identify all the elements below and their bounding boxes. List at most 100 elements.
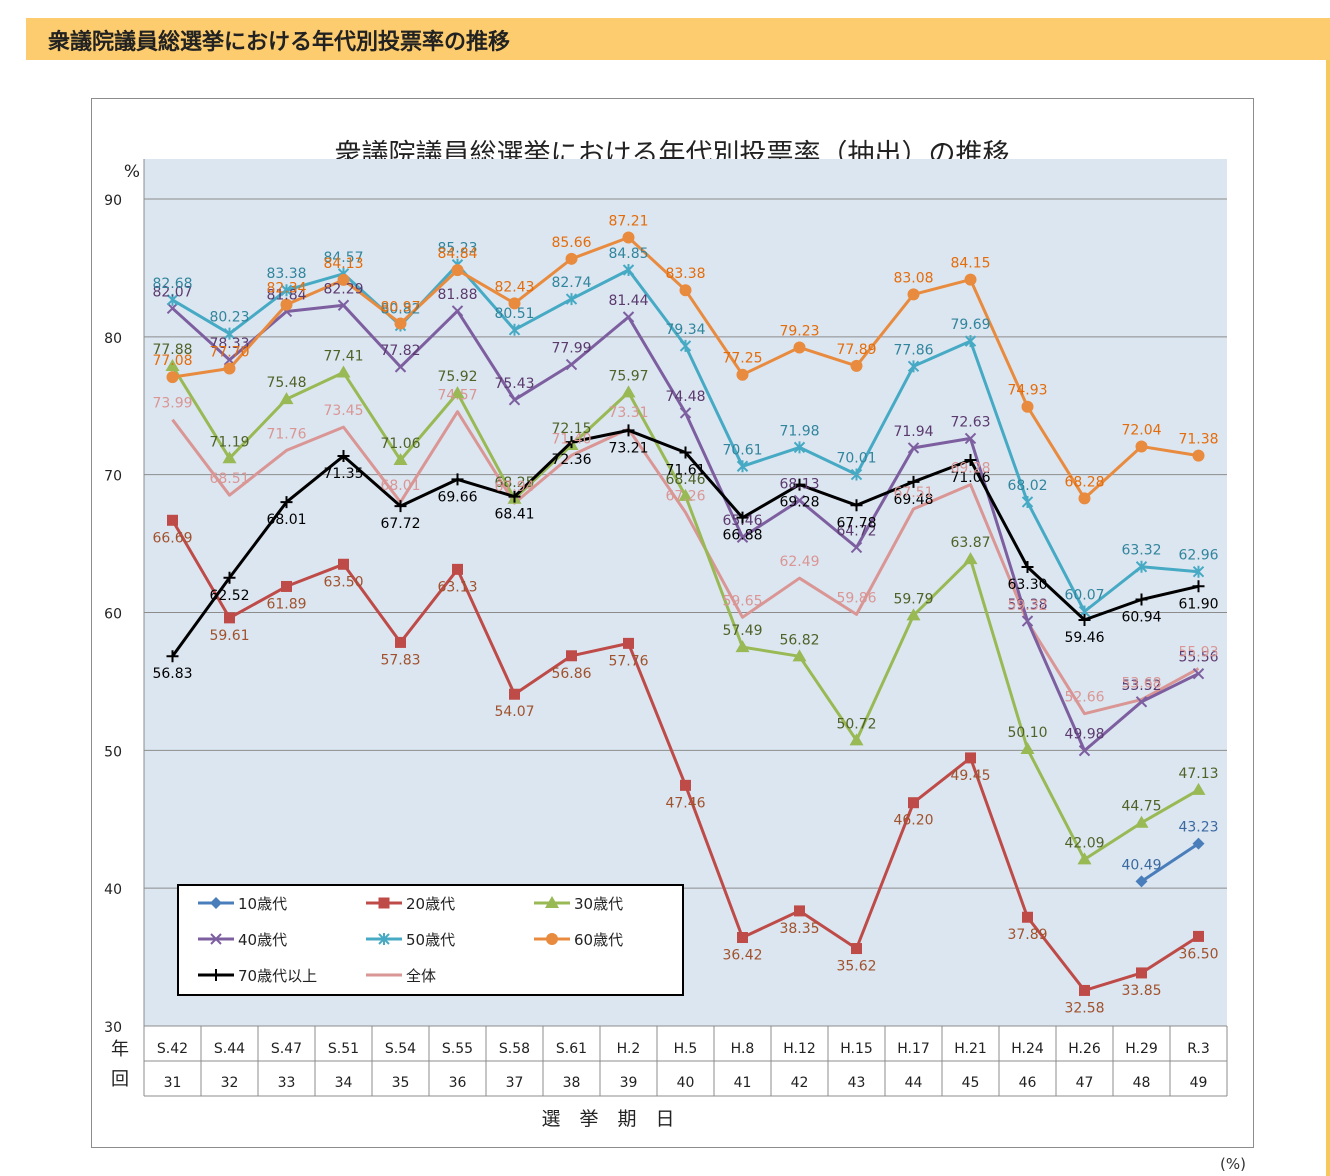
data-label: 32.58 [1064,1000,1104,1016]
data-label: 36.50 [1178,946,1218,962]
data-label: 68.01 [380,478,420,494]
data-label: 46.20 [893,813,933,829]
data-point-marker [1021,561,1034,574]
data-label: 77.86 [893,342,933,358]
data-point-marker [546,933,558,945]
session-label: 46 [1019,1075,1037,1091]
data-point-marker [1021,400,1034,413]
data-point-marker [452,563,463,575]
data-point-marker [565,436,578,449]
data-label: 81.84 [266,287,306,303]
data-label: 68.46 [665,472,705,488]
data-label: 57.83 [380,652,420,668]
data-label: 68.51 [209,471,249,487]
data-point-marker [680,779,691,791]
data-label: 57.76 [608,653,648,669]
data-point-marker [1191,782,1206,795]
data-point-marker [1135,560,1148,573]
data-label: 68.25 [494,475,534,491]
session-label: 34 [335,1075,353,1091]
data-point-marker [280,284,293,297]
x-tick-label: H.2 [617,1041,641,1057]
data-label: 44.75 [1121,799,1161,815]
data-point-marker [735,640,750,653]
data-label: 84.57 [323,250,363,266]
session-label: 48 [1133,1075,1151,1091]
session-label: 45 [962,1075,980,1091]
data-label: 62.52 [209,588,249,604]
data-label: 40.49 [1121,857,1161,873]
data-point-marker [566,650,577,662]
x-tick-label: S.47 [271,1041,302,1057]
data-point-marker [1193,930,1204,942]
x-tick-label: H.26 [1068,1041,1101,1057]
data-label: 63.87 [950,535,990,551]
data-label: 60.07 [1064,588,1104,604]
data-label: 71.76 [266,426,306,442]
data-label: 70.01 [836,451,876,467]
x-tick-label: S.58 [499,1041,530,1057]
data-point-marker [850,499,863,512]
page-title: 衆議院議員総選挙における年代別投票率の推移 [48,30,511,55]
data-point-marker [337,273,350,286]
data-point-marker [849,733,864,746]
data-point-marker [451,264,464,277]
session-label: 44 [905,1075,923,1091]
data-label: 74.57 [437,388,477,404]
legend-label: 60歳代 [574,931,623,949]
y-tick-label: 30 [104,1020,122,1036]
data-label: 59.65 [722,593,762,609]
unit-note: (%) [1220,1155,1246,1173]
data-label: 38.35 [779,921,819,937]
data-point-marker [378,933,390,945]
data-label: 55.56 [1178,650,1218,666]
data-point-marker [622,231,635,244]
data-point-marker [1021,615,1034,627]
data-point-marker [508,323,521,336]
data-label: 72.36 [551,452,591,468]
data-point-marker [679,446,692,459]
data-label: 56.82 [779,632,819,648]
data-point-marker [337,450,350,463]
data-label: 63.30 [1007,577,1047,593]
data-label: 68.01 [266,512,306,528]
data-label: 59.32 [1007,598,1047,614]
data-label: 59.61 [209,628,249,644]
series-line-1 [1140,842,1200,883]
data-label: 67.78 [836,515,876,531]
data-point-marker [964,335,977,348]
data-point-marker [908,797,919,809]
data-label: 47.46 [665,795,705,811]
data-point-marker [1135,440,1148,453]
data-label: 78.33 [209,336,249,352]
data-point-marker [622,263,635,276]
data-label: 82.34 [266,281,306,297]
data-label: 53.68 [1121,676,1161,692]
plot-area [144,159,1227,1026]
x-tick-label: H.17 [897,1041,930,1057]
data-point-marker [622,424,635,437]
data-label: 71.98 [779,423,819,439]
data-point-marker [165,359,180,372]
session-label: 36 [449,1075,467,1091]
data-label: 63.50 [323,574,363,590]
session-label: 31 [164,1075,182,1091]
data-label: 77.82 [380,343,420,359]
data-point-marker [1020,741,1035,754]
session-label: 49 [1190,1075,1208,1091]
data-label: 54.07 [494,704,534,720]
data-label: 68.13 [779,476,819,492]
data-label: 49.45 [950,768,990,784]
data-point-marker [850,541,863,554]
legend-label: 30歳代 [574,895,623,913]
data-label: 69.66 [437,489,477,505]
data-point-marker [337,299,350,311]
data-label: 71.35 [323,466,363,482]
x-tick-label: H.12 [783,1041,816,1057]
data-label: 66.88 [722,528,762,544]
data-label: 70.61 [722,442,762,458]
data-label: 80.51 [494,306,534,322]
data-label: 65.46 [722,513,762,529]
data-label: 73.45 [323,403,363,419]
session-label: 40 [677,1075,695,1091]
